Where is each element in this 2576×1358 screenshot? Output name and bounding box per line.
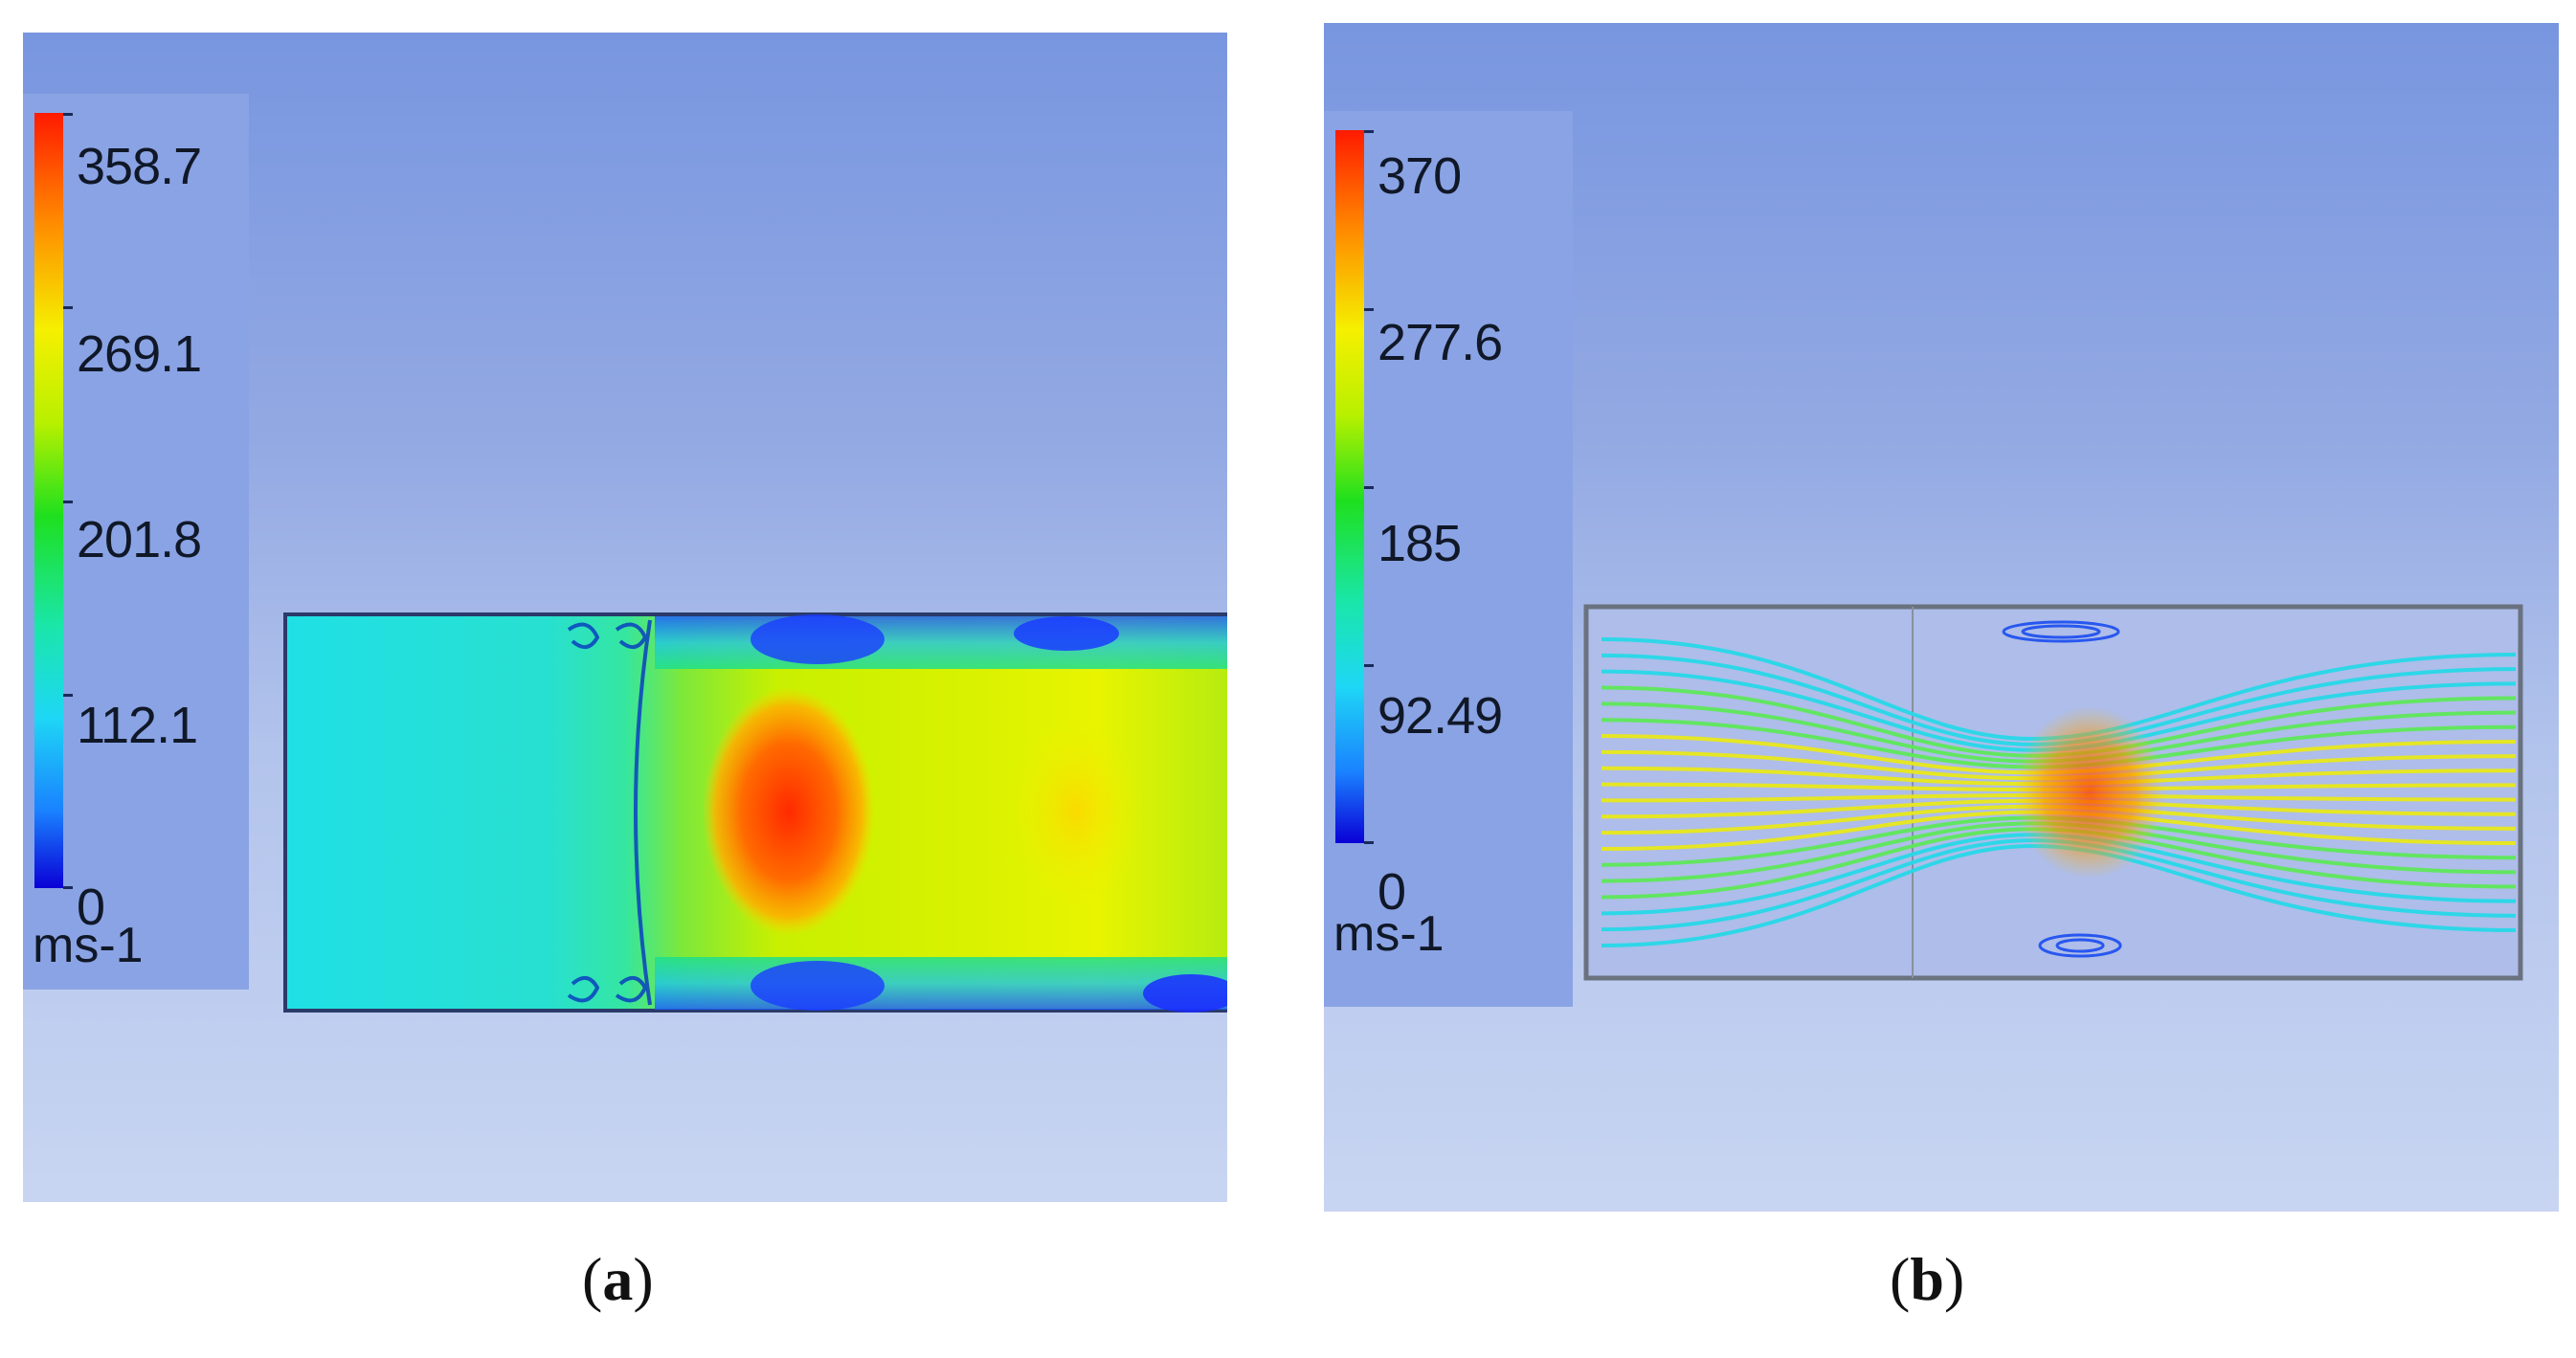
colorbar-label: 185 bbox=[1378, 515, 1462, 572]
colorbar-tick bbox=[1364, 841, 1374, 844]
colorbar-unit: ms-1 bbox=[1333, 906, 1445, 962]
colorbar-b bbox=[1335, 130, 1364, 843]
colorbar-label-min: 0 bbox=[1378, 863, 1406, 921]
caption-b: (b) bbox=[1890, 1245, 1965, 1313]
colorbar-tick bbox=[1364, 130, 1374, 133]
contour-panel-a: 358.7 269.1 201.8 112.1 0 ms-1 bbox=[23, 33, 1227, 1202]
caption-a: (a) bbox=[582, 1245, 654, 1313]
colorbar-tick bbox=[63, 886, 73, 889]
colorbar-unit: ms-1 bbox=[33, 918, 144, 973]
colorbar-label: 201.8 bbox=[77, 511, 202, 568]
colorbar-label: 277.6 bbox=[1378, 314, 1503, 371]
colorbar-legend-b: 370 277.6 185 92.49 0 ms-1 bbox=[1324, 111, 1573, 1007]
colorbar-tick bbox=[1364, 664, 1374, 667]
colorbar-label: 269.1 bbox=[77, 325, 202, 383]
colorbar-tick bbox=[1364, 486, 1374, 489]
streamline-panel-b: 370 277.6 185 92.49 0 ms-1 bbox=[1324, 23, 2559, 1212]
colorbar-label-min: 0 bbox=[77, 879, 105, 936]
colorbar-tick bbox=[63, 306, 73, 309]
streamline-field bbox=[1583, 604, 2523, 981]
colorbar-a bbox=[34, 113, 63, 888]
colorbar-tick bbox=[1364, 308, 1374, 311]
colorbar-label: 92.49 bbox=[1378, 687, 1503, 745]
colorbar-tick bbox=[63, 694, 73, 697]
colorbar-tick bbox=[63, 501, 73, 503]
colorbar-label-max: 358.7 bbox=[77, 138, 202, 195]
recirculation-vortices bbox=[2002, 620, 2122, 958]
colorbar-label: 112.1 bbox=[77, 697, 198, 754]
colorbar-label-max: 370 bbox=[1378, 147, 1462, 205]
colorbar-legend-a: 358.7 269.1 201.8 112.1 0 ms-1 bbox=[23, 94, 249, 990]
colorbar-tick bbox=[63, 113, 73, 116]
velocity-contour-field bbox=[283, 612, 1227, 1013]
